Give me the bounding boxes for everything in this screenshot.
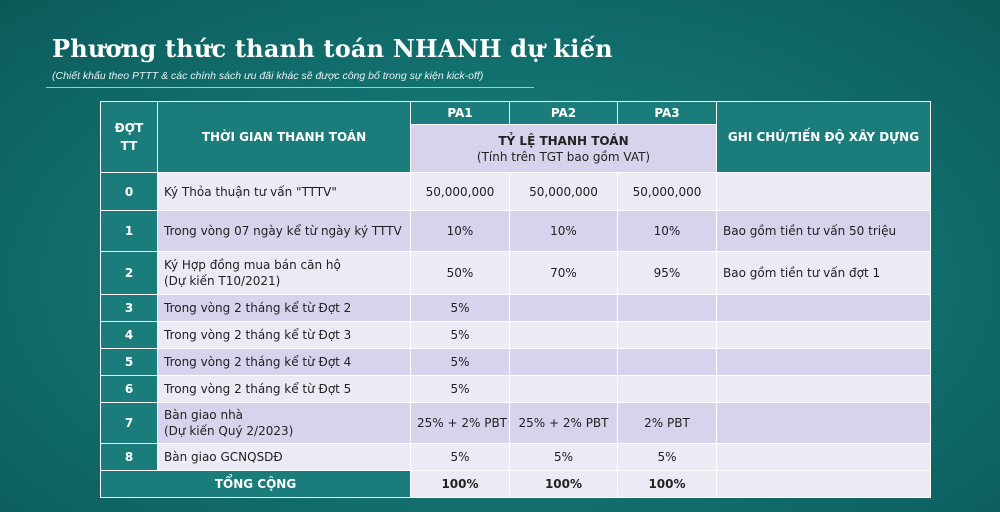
header-pa1: PA1	[410, 101, 510, 125]
table-row: 5 Trong vòng 2 tháng kể từ Đợt 4 5%	[100, 348, 931, 376]
pa2-value: 10%	[509, 210, 618, 252]
note-cell: Bao gồm tiền tư vấn đợt 1	[716, 251, 931, 295]
note-cell	[716, 321, 931, 349]
installment-number: 5	[100, 348, 158, 376]
total-note	[716, 470, 931, 498]
payment-time-cell: Bàn giao nhà (Dự kiến Quý 2/2023)	[157, 402, 411, 444]
pa2-value	[509, 348, 618, 376]
pa3-value	[617, 348, 717, 376]
installment-number: 3	[100, 294, 158, 322]
installment-number: 8	[100, 443, 158, 471]
header-rate-note: (Tính trên TGT bao gồm VAT)	[476, 149, 651, 164]
payment-time-cell: Trong vòng 2 tháng kể từ Đợt 5	[157, 375, 411, 403]
title-underline	[46, 87, 534, 88]
note-cell	[716, 172, 931, 211]
installment-number: 2	[100, 251, 158, 295]
header-payment-rate: TỶ LỆ THANH TOÁN (Tính trên TGT bao gồm …	[410, 124, 717, 173]
note-cell	[716, 375, 931, 403]
payment-time-cell: Bàn giao GCNQSDĐ	[157, 443, 411, 471]
table-row: 4 Trong vòng 2 tháng kể từ Đợt 3 5%	[100, 321, 931, 349]
table-row: 3 Trong vòng 2 tháng kể từ Đợt 2 5%	[100, 294, 931, 322]
payment-time-cell: Ký Thỏa thuận tư vấn "TTTV"	[157, 172, 411, 211]
pa2-value: 70%	[509, 251, 618, 295]
pa1-value: 5%	[410, 375, 510, 403]
header-note: GHI CHÚ/TIẾN ĐỘ XÂY DỰNG	[716, 101, 931, 173]
installment-number: 0	[100, 172, 158, 211]
pa3-value: 5%	[617, 443, 717, 471]
pa1-value: 5%	[410, 321, 510, 349]
pa1-value: 50%	[410, 251, 510, 295]
pa1-value: 10%	[410, 210, 510, 252]
installment-number: 4	[100, 321, 158, 349]
pa2-value	[509, 321, 618, 349]
page-title: Phương thức thanh toán NHANH dự kiến	[52, 34, 613, 63]
header-pa2: PA2	[509, 101, 618, 125]
payment-schedule-table: ĐỢT TT THỜI GIAN THANH TOÁN PA1 PA2 PA3 …	[100, 101, 931, 498]
note-cell	[716, 443, 931, 471]
pa3-value: 95%	[617, 251, 717, 295]
payment-time-cell: Ký Hợp đồng mua bán căn hộ (Dự kiến T10/2…	[157, 251, 411, 295]
payment-time-cell: Trong vòng 2 tháng kể từ Đợt 3	[157, 321, 411, 349]
total-pa3: 100%	[617, 470, 717, 498]
pa1-value: 5%	[410, 294, 510, 322]
pa1-value: 50,000,000	[410, 172, 510, 211]
pa3-value	[617, 321, 717, 349]
header-payment-time: THỜI GIAN THANH TOÁN	[157, 101, 411, 173]
header-rate-title: TỶ LỆ THANH TOÁN	[498, 133, 629, 148]
pa2-value: 50,000,000	[509, 172, 618, 211]
installment-number: 1	[100, 210, 158, 252]
pa3-value: 50,000,000	[617, 172, 717, 211]
pa3-value	[617, 294, 717, 322]
payment-time-cell: Trong vòng 07 ngày kể từ ngày ký TTTV	[157, 210, 411, 252]
total-label: TỔNG CỘNG	[100, 470, 411, 498]
total-row: TỔNG CỘNG 100% 100% 100%	[100, 470, 931, 498]
table-row: 7 Bàn giao nhà (Dự kiến Quý 2/2023) 25% + 2…	[100, 402, 931, 444]
pa2-value	[509, 294, 618, 322]
table-row: 6 Trong vòng 2 tháng kể từ Đợt 5 5%	[100, 375, 931, 403]
table-row: 2 Ký Hợp đồng mua bán căn hộ (Dự kiến T10/…	[100, 251, 931, 295]
payment-time-line2: (Dự kiến T10/2021)	[164, 274, 281, 288]
pa3-value	[617, 375, 717, 403]
total-pa2: 100%	[509, 470, 618, 498]
installment-number: 7	[100, 402, 158, 444]
table-row: 8 Bàn giao GCNQSDĐ 5% 5% 5%	[100, 443, 931, 471]
pa2-value	[509, 375, 618, 403]
table-row: 0 Ký Thỏa thuận tư vấn "TTTV" 50,000,000 50…	[100, 172, 931, 211]
note-cell	[716, 294, 931, 322]
page-subtitle: (Chiết khấu theo PTTT & các chính sách ư…	[52, 70, 484, 82]
pa1-value: 25% + 2% PBT	[410, 402, 510, 444]
header-installment: ĐỢT TT	[100, 101, 158, 173]
pa3-value: 2% PBT	[617, 402, 717, 444]
payment-time-line2: (Dự kiến Quý 2/2023)	[164, 424, 294, 438]
note-cell: Bao gồm tiền tư vấn 50 triệu	[716, 210, 931, 252]
pa2-value: 5%	[509, 443, 618, 471]
payment-time-cell: Trong vòng 2 tháng kể từ Đợt 4	[157, 348, 411, 376]
payment-time-line1: Ký Hợp đồng mua bán căn hộ	[164, 258, 341, 272]
payment-time-cell: Trong vòng 2 tháng kể từ Đợt 2	[157, 294, 411, 322]
total-pa1: 100%	[410, 470, 510, 498]
installment-number: 6	[100, 375, 158, 403]
payment-time-line1: Bàn giao nhà	[164, 408, 244, 422]
note-cell	[716, 348, 931, 376]
pa1-value: 5%	[410, 443, 510, 471]
table-row: 1 Trong vòng 07 ngày kể từ ngày ký TTTV 10…	[100, 210, 931, 252]
header-pa3: PA3	[617, 101, 717, 125]
pa2-value: 25% + 2% PBT	[509, 402, 618, 444]
pa3-value: 10%	[617, 210, 717, 252]
note-cell	[716, 402, 931, 444]
pa1-value: 5%	[410, 348, 510, 376]
